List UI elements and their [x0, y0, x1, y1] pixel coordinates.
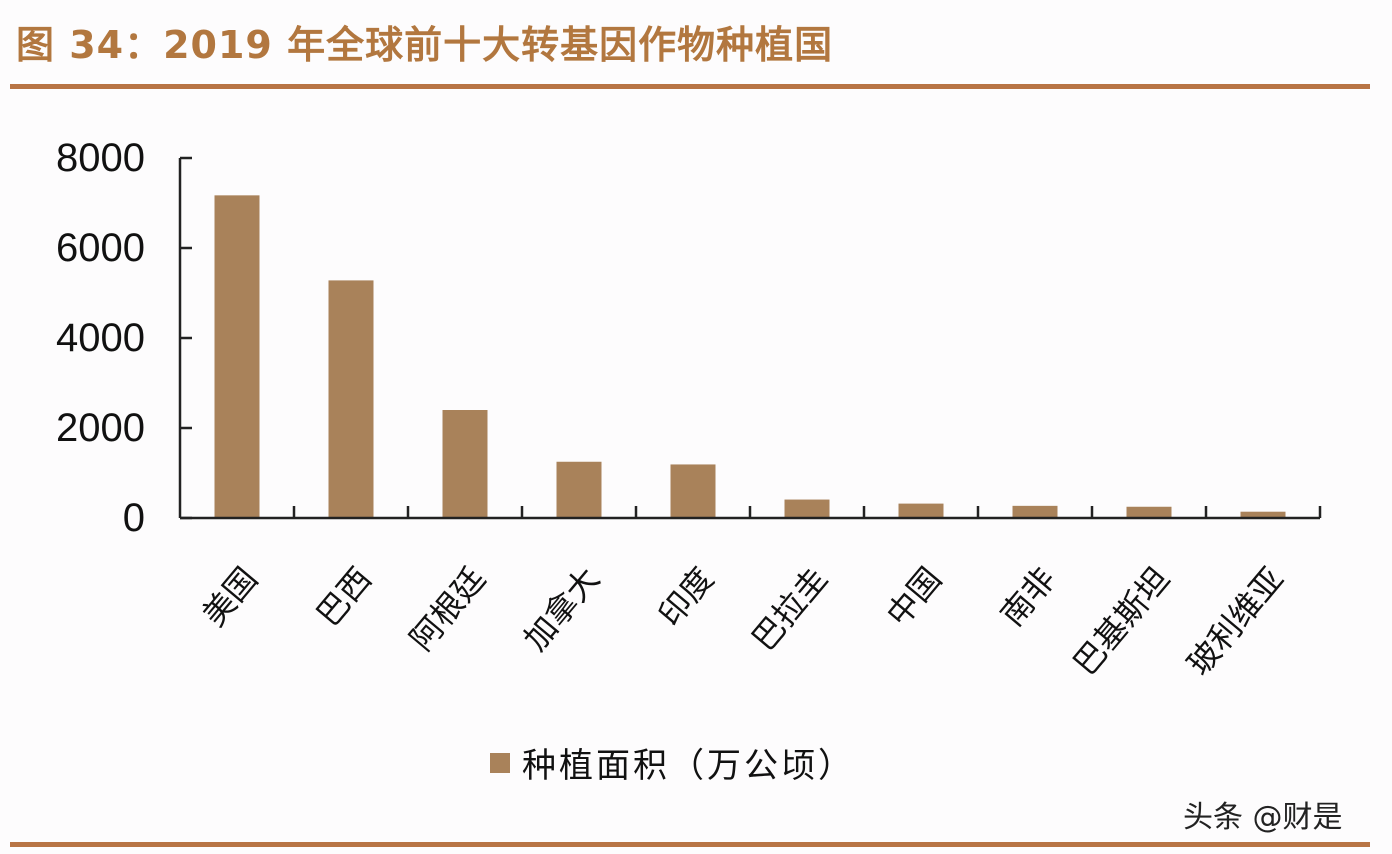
bar [328, 280, 374, 518]
legend-label: 种植面积（万公顷） [522, 746, 855, 786]
footer-divider [10, 842, 1370, 847]
bar [442, 410, 488, 518]
y-tick-label: 8000 [56, 136, 145, 180]
legend-swatch [490, 752, 510, 773]
bar [214, 195, 260, 518]
y-tick-label: 6000 [56, 226, 145, 270]
y-tick-label: 0 [122, 496, 145, 540]
watermark: 头条 @财是 [1183, 800, 1343, 835]
bar [556, 461, 602, 518]
bar [670, 464, 716, 518]
y-tick-label: 2000 [56, 406, 145, 450]
y-tick-label: 4000 [56, 316, 145, 360]
title-divider [10, 84, 1370, 89]
bar [1012, 505, 1058, 518]
bar [1240, 511, 1286, 518]
bar [898, 503, 944, 518]
chart-legend: 种植面积（万公顷） [490, 738, 855, 787]
bar [784, 499, 830, 518]
chart-axes [178, 156, 1322, 520]
bar [1126, 506, 1172, 518]
bar-series [214, 195, 1286, 518]
figure-title: 图 34：2019 年全球前十大转基因作物种植国 [16, 23, 834, 67]
